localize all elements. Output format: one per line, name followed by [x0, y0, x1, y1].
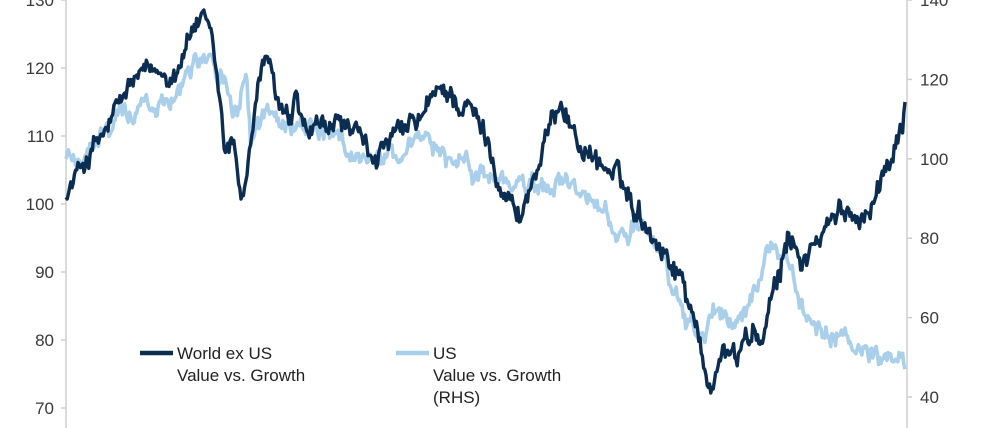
legend: World ex US Value vs. Growth US Value vs. G… — [140, 344, 561, 407]
left-axis-ticks: 70 80 90 100 110 120 130 — [26, 0, 66, 418]
series-line-world-ex-us — [64, 8, 907, 395]
legend-label: Value vs. Growth — [433, 366, 561, 385]
legend-label: Value vs. Growth — [177, 366, 305, 385]
right-tick-label: 40 — [920, 388, 939, 407]
left-tick-label: 120 — [26, 59, 54, 78]
right-tick-label: 80 — [920, 229, 939, 248]
left-tick-label: 70 — [35, 399, 54, 418]
left-tick-label: 80 — [35, 331, 54, 350]
series-line-us — [64, 52, 907, 370]
left-tick-label: 90 — [35, 263, 54, 282]
right-tick-label: 100 — [920, 150, 948, 169]
right-tick-label: 120 — [920, 70, 948, 89]
right-tick-label: 140 — [920, 0, 948, 10]
left-tick-label: 110 — [27, 127, 54, 146]
right-axis-ticks: 40 60 80 100 120 140 — [907, 0, 948, 407]
series-layer — [64, 8, 907, 395]
left-tick-label: 130 — [26, 0, 54, 10]
legend-label: World ex US — [177, 344, 272, 363]
legend-label: US — [433, 344, 457, 363]
legend-label: (RHS) — [433, 388, 480, 407]
right-tick-label: 60 — [920, 309, 939, 328]
left-tick-label: 100 — [26, 195, 54, 214]
